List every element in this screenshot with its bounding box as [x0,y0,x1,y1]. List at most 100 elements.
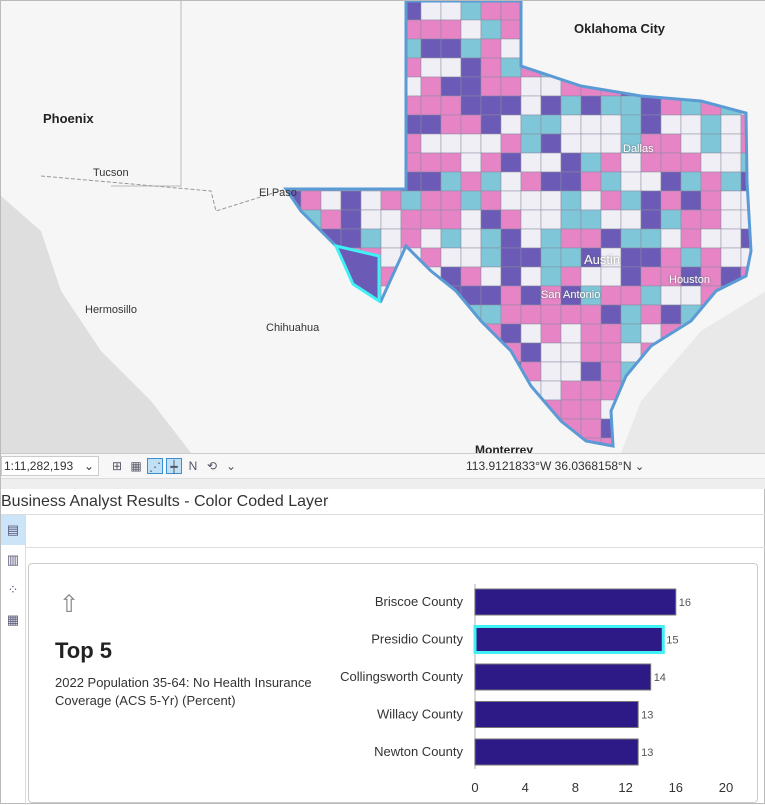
county[interactable] [320,209,342,230]
county[interactable] [680,228,702,249]
county[interactable] [720,190,742,211]
county[interactable] [420,190,442,211]
county[interactable] [500,323,522,344]
arrow-up-icon[interactable]: ⇧ [59,591,80,618]
county[interactable] [560,399,582,420]
county[interactable] [420,38,442,59]
county[interactable] [520,171,542,192]
county[interactable] [520,152,542,173]
county[interactable] [700,418,722,439]
county[interactable] [540,323,562,344]
county[interactable] [740,380,761,401]
county[interactable] [540,304,562,325]
county[interactable] [500,133,522,154]
county[interactable] [720,171,742,192]
county[interactable] [740,247,761,268]
county[interactable] [660,114,682,135]
county[interactable] [540,171,562,192]
county[interactable] [620,228,642,249]
county[interactable] [540,361,562,382]
add-grid-icon[interactable]: ⊞ [111,459,123,473]
county[interactable] [700,380,722,401]
county[interactable] [420,114,442,135]
county[interactable] [500,19,522,40]
county[interactable] [560,152,582,173]
county[interactable] [480,1,502,21]
county[interactable] [460,76,482,97]
county[interactable] [680,209,702,230]
county[interactable] [580,228,602,249]
county[interactable] [440,114,462,135]
county[interactable] [720,228,742,249]
county[interactable] [400,190,422,211]
county[interactable] [580,418,602,439]
county[interactable] [420,76,442,97]
county[interactable] [720,247,742,268]
county[interactable] [620,209,642,230]
county[interactable] [360,228,382,249]
county[interactable] [520,285,542,306]
county[interactable] [680,399,702,420]
county[interactable] [540,380,562,401]
county[interactable] [620,285,642,306]
county[interactable] [440,190,462,211]
county[interactable] [420,95,442,116]
county[interactable] [600,133,622,154]
county[interactable] [420,171,442,192]
county[interactable] [480,285,502,306]
county[interactable] [620,95,642,116]
county[interactable] [580,152,602,173]
county[interactable] [740,361,761,382]
county[interactable] [320,190,342,211]
county[interactable] [560,95,582,116]
topology-icon[interactable]: ⟲ [206,459,218,473]
scatter-icon[interactable]: ⁘ [7,582,19,597]
county[interactable] [620,342,642,363]
county[interactable] [540,95,562,116]
county[interactable] [600,342,622,363]
county[interactable] [720,342,742,363]
county[interactable] [440,57,462,78]
county[interactable] [480,171,502,192]
bar[interactable] [474,588,677,616]
county[interactable] [640,171,662,192]
county[interactable] [460,1,482,21]
county[interactable] [480,38,502,59]
county[interactable] [480,247,502,268]
county[interactable] [480,95,502,116]
county[interactable] [360,190,382,211]
county[interactable] [680,171,702,192]
county[interactable] [440,171,462,192]
county[interactable] [720,418,742,439]
map-canvas[interactable] [1,1,765,453]
county[interactable] [440,95,462,116]
county[interactable] [700,399,722,420]
county[interactable] [480,114,502,135]
county[interactable] [620,323,642,344]
county[interactable] [660,437,682,453]
county[interactable] [520,76,542,97]
county[interactable] [540,209,562,230]
county[interactable] [740,342,761,363]
county[interactable] [660,399,682,420]
county[interactable] [600,285,622,306]
county[interactable] [420,152,442,173]
county[interactable] [660,304,682,325]
county[interactable] [580,323,602,344]
county[interactable] [700,114,722,135]
county[interactable] [460,247,482,268]
county[interactable] [560,228,582,249]
county[interactable] [580,133,602,154]
county[interactable] [660,285,682,306]
county[interactable] [720,361,742,382]
county[interactable] [500,247,522,268]
county[interactable] [500,228,522,249]
county[interactable] [620,304,642,325]
county[interactable] [500,1,522,21]
bar[interactable] [474,663,652,691]
county[interactable] [660,133,682,154]
county[interactable] [340,209,362,230]
county[interactable] [480,133,502,154]
county[interactable] [500,304,522,325]
county[interactable] [460,152,482,173]
